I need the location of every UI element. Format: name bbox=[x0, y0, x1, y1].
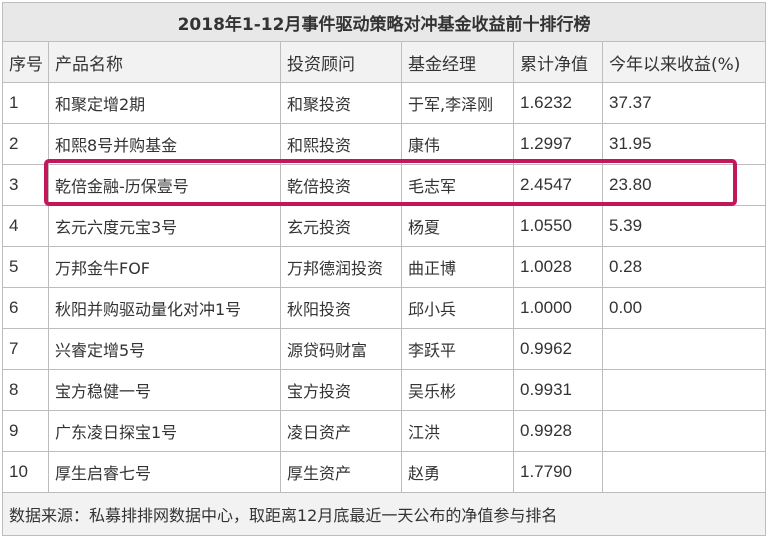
table-row: 3 乾倍金融-历保壹号 乾倍投资 毛志军 2.4547 23.80 bbox=[2, 164, 767, 206]
advisor-cell: 乾倍投资 bbox=[280, 164, 402, 206]
product-name-cell: 玄元六度元宝3号 bbox=[48, 205, 281, 247]
ytd-return-cell bbox=[601, 410, 767, 452]
table-row: 4 玄元六度元宝3号 玄元投资 杨夏 1.0550 5.39 bbox=[2, 205, 767, 247]
ytd-return-cell: 31.95 bbox=[601, 123, 767, 165]
nav-cell: 1.0550 bbox=[513, 205, 603, 247]
table-row: 10 厚生启睿七号 厚生资产 赵勇 1.7790 bbox=[2, 451, 767, 493]
ytd-return-cell bbox=[601, 369, 767, 411]
column-header-rank: 序号 bbox=[2, 41, 49, 83]
column-header-manager: 基金经理 bbox=[401, 41, 514, 83]
nav-cell: 0.9928 bbox=[513, 410, 603, 452]
ytd-return-cell: 0.28 bbox=[601, 246, 767, 288]
advisor-cell: 万邦德润投资 bbox=[280, 246, 402, 288]
column-header-ytd-return: 今年以来收益(%) bbox=[601, 41, 767, 83]
header-row: 序号 产品名称 投资顾问 基金经理 累计净值 今年以来收益(%) bbox=[2, 41, 767, 83]
ytd-return-cell: 0.00 bbox=[601, 287, 767, 329]
advisor-cell: 源贷码财富 bbox=[280, 328, 402, 370]
product-name-cell: 厚生启睿七号 bbox=[48, 451, 281, 493]
manager-cell: 邱小兵 bbox=[401, 287, 514, 329]
manager-cell: 江洪 bbox=[401, 410, 514, 452]
table-row: 9 广东凌日探宝1号 凌日资产 江洪 0.9928 bbox=[2, 410, 767, 452]
rank-cell: 4 bbox=[2, 205, 49, 247]
rank-cell: 7 bbox=[2, 328, 49, 370]
table-row: 5 万邦金牛FOF 万邦德润投资 曲正博 1.0028 0.28 bbox=[2, 246, 767, 288]
nav-cell: 1.0000 bbox=[513, 287, 603, 329]
ytd-return-cell: 5.39 bbox=[601, 205, 767, 247]
nav-cell: 1.7790 bbox=[513, 451, 603, 493]
product-name-cell: 万邦金牛FOF bbox=[48, 246, 281, 288]
manager-cell: 毛志军 bbox=[401, 164, 514, 206]
product-name-cell: 和熙8号并购基金 bbox=[48, 123, 281, 165]
rank-cell: 6 bbox=[2, 287, 49, 329]
rank-cell: 5 bbox=[2, 246, 49, 288]
rank-cell: 3 bbox=[2, 164, 49, 206]
product-name-cell: 秋阳并购驱动量化对冲1号 bbox=[48, 287, 281, 329]
data-source-note: 数据来源：私募排排网数据中心，取距离12月底最近一天公布的净值参与排名 bbox=[1, 492, 767, 536]
ytd-return-cell: 23.80 bbox=[601, 164, 767, 206]
manager-cell: 李跃平 bbox=[401, 328, 514, 370]
product-name-cell: 兴睿定增5号 bbox=[48, 328, 281, 370]
advisor-cell: 和熙投资 bbox=[280, 123, 402, 165]
nav-cell: 2.4547 bbox=[513, 164, 603, 206]
rank-cell: 2 bbox=[2, 123, 49, 165]
table-title: 2018年1-12月事件驱动策略对冲基金收益前十排行榜 bbox=[1, 2, 767, 42]
table-row: 1 和聚定增2期 和聚投资 于军,李泽刚 1.6232 37.37 bbox=[2, 82, 767, 124]
manager-cell: 康伟 bbox=[401, 123, 514, 165]
ytd-return-cell bbox=[601, 328, 767, 370]
product-name-cell: 和聚定增2期 bbox=[48, 82, 281, 124]
manager-cell: 曲正博 bbox=[401, 246, 514, 288]
nav-cell: 0.9931 bbox=[513, 369, 603, 411]
nav-cell: 1.2997 bbox=[513, 123, 603, 165]
table-row: 7 兴睿定增5号 源贷码财富 李跃平 0.9962 bbox=[2, 328, 767, 370]
product-name-cell: 广东凌日探宝1号 bbox=[48, 410, 281, 452]
column-header-advisor: 投资顾问 bbox=[280, 41, 402, 83]
advisor-cell: 和聚投资 bbox=[280, 82, 402, 124]
rank-cell: 10 bbox=[2, 451, 49, 493]
table-row: 2 和熙8号并购基金 和熙投资 康伟 1.2997 31.95 bbox=[2, 123, 767, 165]
table-row: 6 秋阳并购驱动量化对冲1号 秋阳投资 邱小兵 1.0000 0.00 bbox=[2, 287, 767, 329]
advisor-cell: 秋阳投资 bbox=[280, 287, 402, 329]
ytd-return-cell: 37.37 bbox=[601, 82, 767, 124]
table-row: 8 宝方稳健一号 宝方投资 吴乐彬 0.9931 bbox=[2, 369, 767, 411]
manager-cell: 赵勇 bbox=[401, 451, 514, 493]
column-header-product-name: 产品名称 bbox=[48, 41, 281, 83]
column-header-nav: 累计净值 bbox=[513, 41, 603, 83]
advisor-cell: 宝方投资 bbox=[280, 369, 402, 411]
product-name-cell: 乾倍金融-历保壹号 bbox=[48, 164, 281, 206]
manager-cell: 吴乐彬 bbox=[401, 369, 514, 411]
rank-cell: 1 bbox=[2, 82, 49, 124]
manager-cell: 于军,李泽刚 bbox=[401, 82, 514, 124]
advisor-cell: 厚生资产 bbox=[280, 451, 402, 493]
ytd-return-cell bbox=[601, 451, 767, 493]
nav-cell: 0.9962 bbox=[513, 328, 603, 370]
advisor-cell: 玄元投资 bbox=[280, 205, 402, 247]
rank-cell: 8 bbox=[2, 369, 49, 411]
product-name-cell: 宝方稳健一号 bbox=[48, 369, 281, 411]
advisor-cell: 凌日资产 bbox=[280, 410, 402, 452]
manager-cell: 杨夏 bbox=[401, 205, 514, 247]
rank-cell: 9 bbox=[2, 410, 49, 452]
nav-cell: 1.6232 bbox=[513, 82, 603, 124]
nav-cell: 1.0028 bbox=[513, 246, 603, 288]
